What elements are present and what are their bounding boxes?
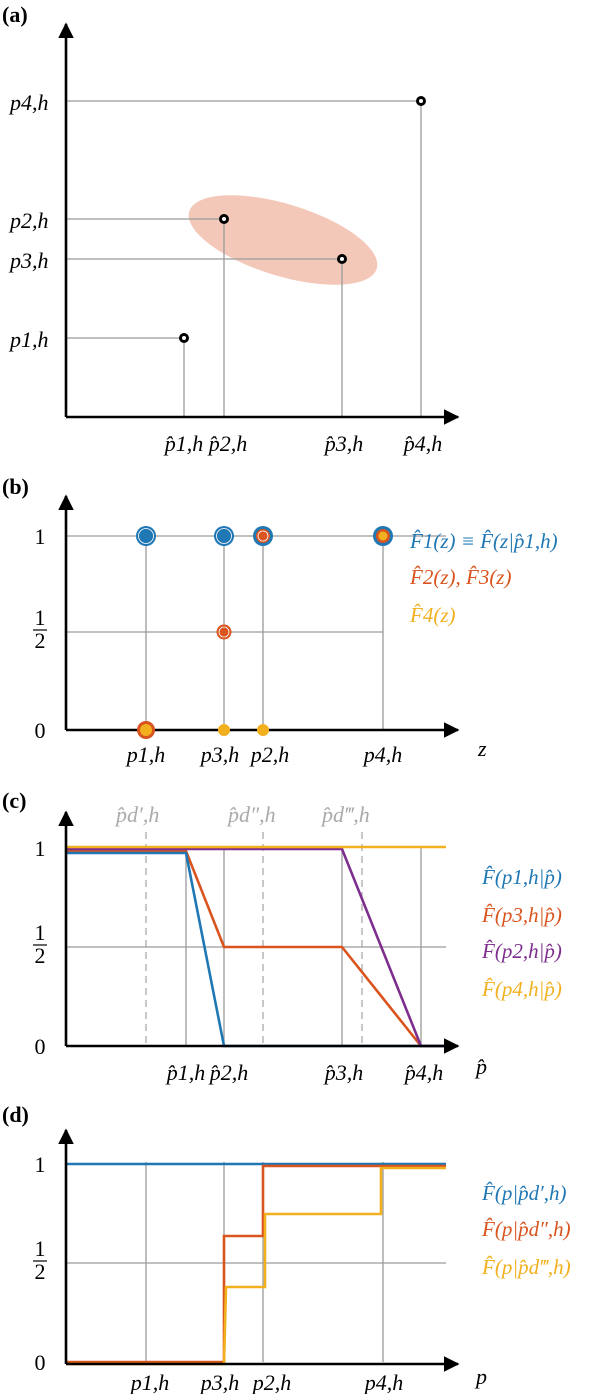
x-axis-label-p: p: [474, 1364, 487, 1389]
x-tick-p2h: p2,h: [251, 1370, 292, 1394]
series-p1h: [66, 851, 446, 1048]
point-blue: [136, 526, 156, 546]
svg-text:2: 2: [35, 943, 46, 968]
guide-point-1: [66, 337, 185, 417]
series-d3: [66, 1166, 446, 1366]
guide-point-2: [66, 218, 225, 417]
x-tick-phat2h: p̂2,h: [207, 431, 248, 456]
data-point: [179, 333, 189, 343]
point-orange: [216, 624, 232, 640]
legend-d3: F̂(p|p̂d‴,h): [481, 1255, 571, 1279]
x-tick-phat1h: p̂1,h: [163, 431, 204, 456]
x-tick-p4h: p4,h: [363, 1370, 404, 1394]
legend-f4: F̂4(z): [409, 603, 456, 627]
legend-f2-f3: F̂2(z), F̂3(z): [409, 565, 511, 589]
x-tick-p3h: p3,h: [199, 1370, 240, 1394]
series-d2: [66, 1164, 446, 1364]
label-phat-d1: p̂d′,h: [114, 802, 159, 827]
y-tick-0: 0: [35, 1350, 46, 1375]
svg-text:2: 2: [35, 628, 46, 653]
panel-d-label: (d): [2, 1102, 29, 1127]
y-tick-p2h: p2,h: [8, 208, 49, 233]
x-axis-label-phat: p̂: [474, 1054, 487, 1079]
x-tick-phat2h: p̂2,h: [208, 1060, 249, 1085]
y-tick-half: 1 2: [33, 605, 47, 653]
legend-d1: F̂(p|p̂d′,h): [481, 1181, 566, 1205]
panel-c-label: (c): [2, 788, 26, 813]
legend-f1: F̂1(z) ≡ F̂(z|p̂1,h): [409, 529, 558, 553]
y-tick-p1h: p1,h: [8, 327, 49, 352]
legend-p1h: F̂(p1,h|p̂): [481, 865, 562, 889]
x-tick-phat4h: p̂4,h: [403, 1060, 444, 1085]
x-axis-label-z: z: [477, 736, 487, 761]
legend-p3h: F̂(p3,h|p̂): [481, 903, 562, 927]
panel-d: (d) 1 1 2 0 p1,h p3,h p2,h p4,h p F̂(p|p…: [2, 1102, 571, 1394]
panel-b: (b) 1 1 2 0 p1,h p3,: [2, 474, 558, 767]
highlight-ellipse: [188, 195, 378, 285]
x-tick-phat1h: p̂1,h: [165, 1060, 206, 1085]
y-tick-1: 1: [35, 1152, 46, 1177]
svg-text:1: 1: [35, 1236, 46, 1261]
legend-p4h: F̂(p4,h|p̂): [481, 977, 562, 1001]
point-yellow: [218, 724, 230, 736]
x-tick-p1h: p1,h: [129, 1370, 170, 1394]
label-phat-d3: p̂d‴,h: [320, 802, 370, 827]
x-tick-p3h: p3,h: [199, 742, 240, 767]
svg-text:2: 2: [35, 1259, 46, 1284]
data-point: [337, 254, 347, 264]
panel-c: (c) p̂d′,h p̂d″,h p̂d‴,h 1 1 2 0 p̂1,h: [2, 788, 562, 1085]
data-point: [416, 96, 426, 106]
y-tick-0: 0: [35, 1034, 46, 1059]
x-tick-p1h: p1,h: [125, 742, 166, 767]
y-tick-1: 1: [35, 524, 46, 549]
y-tick-1: 1: [35, 836, 46, 861]
svg-text:1: 1: [35, 605, 46, 630]
series-p3h: [66, 849, 446, 1048]
y-tick-half: 1 2: [33, 1236, 47, 1284]
x-tick-phat4h: p̂4,h: [402, 431, 443, 456]
y-tick-0: 0: [35, 718, 46, 743]
panel-a-label: (a): [2, 2, 28, 27]
point-yellow: [140, 724, 152, 736]
point-yellow: [378, 531, 388, 541]
x-tick-p2h: p2,h: [249, 742, 290, 767]
x-tick-phat3h: p̂3,h: [323, 431, 364, 456]
x-tick-phat3h: p̂3,h: [323, 1060, 364, 1085]
y-tick-p4h: p4,h: [8, 90, 49, 115]
y-tick-p3h: p3,h: [8, 248, 49, 273]
data-point: [219, 214, 229, 224]
point-orange: [256, 529, 270, 543]
panel-a: (a) p4,h p2,h p3,h p1,h p̂1,h p̂2,h p̂3,…: [2, 2, 460, 456]
point-yellow: [257, 724, 269, 736]
svg-text:1: 1: [35, 920, 46, 945]
panel-b-label: (b): [2, 474, 29, 499]
label-phat-d2: p̂d″,h: [226, 802, 276, 827]
legend-d2: F̂(p|p̂d″,h): [481, 1217, 571, 1241]
y-tick-half: 1 2: [33, 920, 47, 968]
legend-p2h: F̂(p2,h|p̂): [481, 939, 562, 963]
x-tick-p4h: p4,h: [362, 742, 403, 767]
point-blue: [214, 526, 234, 546]
